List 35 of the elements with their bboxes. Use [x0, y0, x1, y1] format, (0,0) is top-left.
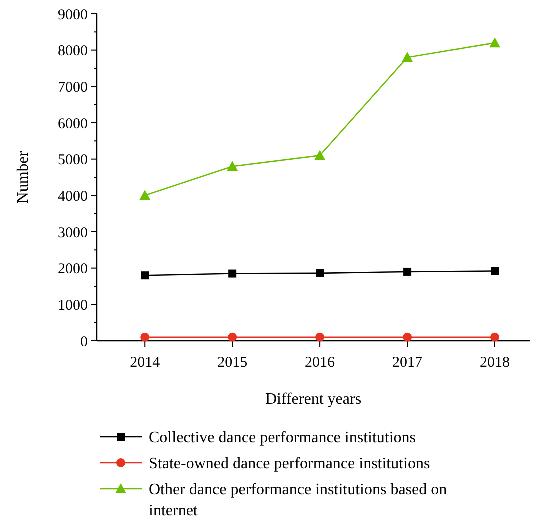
point — [490, 38, 501, 48]
legend-label: Collective dance performance institutions — [149, 430, 416, 447]
point — [227, 161, 238, 172]
point — [403, 332, 412, 342]
point — [490, 332, 500, 342]
x-tick-label: 2017 — [392, 355, 424, 371]
y-tick-label: 9000 — [58, 7, 88, 24]
point — [404, 268, 412, 276]
point — [141, 272, 150, 280]
point — [228, 332, 238, 342]
y-tick-label: 1000 — [58, 298, 88, 314]
point — [491, 267, 500, 276]
y-axis-title: Number — [15, 150, 32, 204]
y-tick-label: 5000 — [58, 152, 88, 169]
point — [228, 270, 237, 278]
y-tick-label: 8000 — [58, 44, 88, 60]
x-tick-label: 2016 — [305, 355, 336, 371]
point — [140, 190, 151, 200]
legend-label: Other dance performance institutions based on internet — [149, 482, 448, 520]
x-axis-title: Different years — [265, 391, 362, 408]
y-tick-label: 0 — [80, 334, 88, 350]
point — [140, 332, 150, 342]
x-tick-label: 2014 — [130, 355, 161, 371]
y-tick-label: 7000 — [58, 80, 88, 96]
point — [316, 332, 325, 342]
x-tick-label: 2015 — [218, 355, 248, 371]
x-tick-label: 2018 — [480, 355, 510, 371]
legend-label: State-owned dance performance institutions — [149, 456, 430, 473]
y-tick-label: 4000 — [58, 188, 88, 205]
point — [314, 150, 326, 160]
y-tick-label: 2000 — [58, 262, 88, 278]
point — [402, 52, 414, 62]
point — [316, 269, 324, 278]
y-tick-label: 6000 — [58, 116, 88, 132]
y-tick-label: 3000 — [58, 225, 88, 242]
